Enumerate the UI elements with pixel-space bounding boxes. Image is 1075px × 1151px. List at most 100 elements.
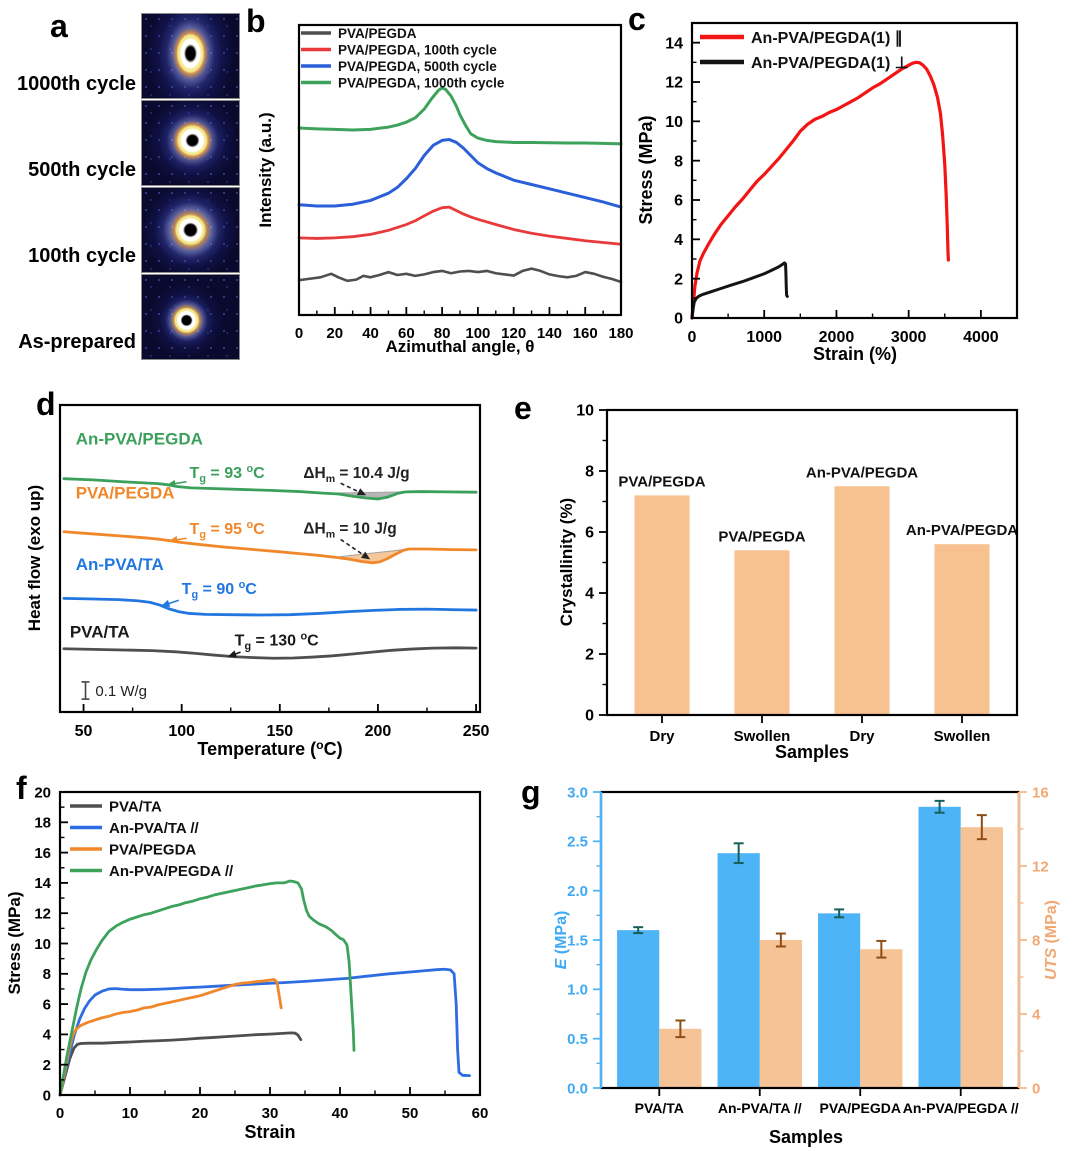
svg-text:ΔHm = 10.4 J/g: ΔHm = 10.4 J/g	[303, 465, 409, 485]
svg-text:60: 60	[472, 1105, 489, 1122]
svg-text:140: 140	[537, 325, 562, 342]
xray-image-100th-cycle	[141, 187, 240, 273]
svg-text:Heat flow (exo up): Heat flow (exo up)	[25, 485, 44, 631]
svg-text:Tg = 130 oC: Tg = 130 oC	[235, 631, 319, 653]
svg-text:0.1 W/g: 0.1 W/g	[95, 683, 147, 700]
svg-text:Swollen: Swollen	[734, 728, 791, 745]
svg-text:An-PVA/TA //: An-PVA/TA //	[718, 1100, 802, 1116]
svg-text:2: 2	[674, 271, 683, 288]
svg-text:3.0: 3.0	[567, 784, 588, 801]
svg-text:PVA/PEGDA: PVA/PEGDA	[820, 1100, 901, 1116]
svg-text:8: 8	[43, 966, 51, 983]
svg-text:Tg = 95 oC: Tg = 95 oC	[190, 519, 266, 541]
svg-text:0: 0	[43, 1087, 51, 1104]
svg-text:50: 50	[75, 723, 93, 740]
svg-text:An-PVA/PEGDA: An-PVA/PEGDA	[906, 522, 1018, 539]
svg-text:4: 4	[43, 1027, 52, 1044]
svg-text:0: 0	[295, 325, 303, 342]
svg-text:0.5: 0.5	[567, 1031, 588, 1048]
svg-text:2.5: 2.5	[567, 834, 588, 851]
svg-text:PVA/TA: PVA/TA	[70, 623, 130, 642]
svg-text:PVA/PEGDA, 1000th cycle: PVA/PEGDA, 1000th cycle	[338, 75, 505, 90]
svg-text:Stress (MPa): Stress (MPa)	[636, 115, 656, 224]
panel-letter-b: b	[246, 3, 266, 39]
svg-text:Intensity (a.u.): Intensity (a.u.)	[256, 112, 275, 227]
svg-text:0: 0	[1032, 1080, 1040, 1097]
svg-text:50: 50	[402, 1105, 419, 1122]
svg-text:4: 4	[1032, 1006, 1041, 1023]
svg-text:10: 10	[34, 936, 51, 953]
svg-text:Temperature (oC): Temperature (oC)	[197, 738, 342, 759]
svg-text:PVA/PEGDA: PVA/PEGDA	[76, 484, 175, 503]
svg-text:PVA/PEGDA: PVA/PEGDA	[338, 26, 417, 41]
svg-text:10: 10	[665, 114, 683, 131]
svg-text:PVA/PEGDA: PVA/PEGDA	[718, 528, 805, 545]
svg-text:2.0: 2.0	[567, 883, 588, 900]
svg-text:20: 20	[34, 784, 51, 801]
panel-letter-f: f	[16, 770, 27, 806]
svg-text:Crystallinity (%): Crystallinity (%)	[557, 498, 576, 626]
svg-text:4: 4	[585, 586, 594, 603]
svg-text:100: 100	[168, 723, 195, 740]
svg-text:40: 40	[332, 1105, 349, 1122]
svg-text:2: 2	[43, 1057, 51, 1074]
svg-text:1.5: 1.5	[567, 932, 588, 949]
svg-text:An-PVA/PEGDA //: An-PVA/PEGDA //	[109, 863, 234, 880]
svg-text:100: 100	[465, 325, 490, 342]
svg-text:12: 12	[1032, 858, 1049, 875]
svg-text:PVA/PEGDA: PVA/PEGDA	[109, 841, 196, 858]
svg-text:PVA/PEGDA, 500th cycle: PVA/PEGDA, 500th cycle	[338, 59, 497, 74]
panel-letter-c: c	[628, 1, 646, 37]
xray-label-100th-cycle: 100th cycle	[28, 245, 136, 267]
svg-text:120: 120	[501, 325, 526, 342]
svg-text:Samples: Samples	[769, 1127, 843, 1147]
svg-text:2000: 2000	[819, 329, 855, 346]
svg-text:6: 6	[674, 193, 683, 210]
svg-text:10: 10	[122, 1105, 139, 1122]
svg-text:An-PVA/PEGDA(1) ⊥: An-PVA/PEGDA(1) ⊥	[751, 55, 909, 72]
svg-text:An-PVA/PEGDA: An-PVA/PEGDA	[76, 429, 203, 448]
svg-text:14: 14	[665, 35, 683, 52]
svg-text:2: 2	[585, 647, 594, 664]
xray-image-1000th-cycle	[141, 13, 240, 99]
svg-text:12: 12	[34, 905, 51, 922]
svg-text:160: 160	[573, 325, 598, 342]
svg-text:0.0: 0.0	[567, 1080, 588, 1097]
xray-image-as-prepared	[141, 274, 240, 360]
xray-image-500th-cycle	[141, 100, 240, 186]
svg-text:16: 16	[34, 845, 51, 862]
svg-text:An-PVA/TA //: An-PVA/TA //	[109, 820, 200, 837]
svg-text:An-PVA/TA: An-PVA/TA	[76, 555, 164, 574]
svg-text:PVA/TA: PVA/TA	[109, 798, 162, 815]
svg-text:30: 30	[262, 1105, 279, 1122]
svg-text:Strain: Strain	[244, 1122, 295, 1142]
svg-text:60: 60	[398, 325, 415, 342]
svg-text:20: 20	[326, 325, 343, 342]
xray-label-500th-cycle: 500th cycle	[28, 159, 136, 181]
svg-text:18: 18	[34, 815, 51, 832]
svg-text:200: 200	[365, 723, 392, 740]
svg-text:Dry: Dry	[849, 728, 875, 745]
svg-text:Samples: Samples	[775, 742, 849, 762]
svg-text:0: 0	[674, 311, 683, 328]
svg-text:8: 8	[674, 153, 683, 170]
xray-label-1000th-cycle: 1000th cycle	[17, 73, 136, 95]
svg-text:Strain (%): Strain (%)	[813, 344, 897, 364]
svg-text:14: 14	[34, 875, 51, 892]
svg-text:Dry: Dry	[649, 728, 675, 745]
svg-text:E (MPa): E (MPa)	[553, 911, 570, 970]
svg-text:0: 0	[585, 708, 594, 725]
svg-text:80: 80	[434, 325, 451, 342]
svg-text:40: 40	[362, 325, 379, 342]
xray-label-as-prepared: As-prepared	[18, 331, 136, 353]
svg-text:3000: 3000	[891, 329, 927, 346]
svg-text:An-PVA/PEGDA(1) ∥: An-PVA/PEGDA(1) ∥	[751, 30, 903, 47]
svg-text:Azimuthal angle, θ: Azimuthal angle, θ	[386, 337, 535, 356]
svg-text:150: 150	[266, 723, 293, 740]
svg-text:10: 10	[576, 403, 594, 420]
svg-text:PVA/PEGDA, 100th cycle: PVA/PEGDA, 100th cycle	[338, 42, 497, 57]
svg-text:250: 250	[463, 723, 490, 740]
svg-text:Stress (MPa): Stress (MPa)	[5, 892, 24, 995]
svg-text:4000: 4000	[963, 329, 999, 346]
svg-text:20: 20	[192, 1105, 209, 1122]
